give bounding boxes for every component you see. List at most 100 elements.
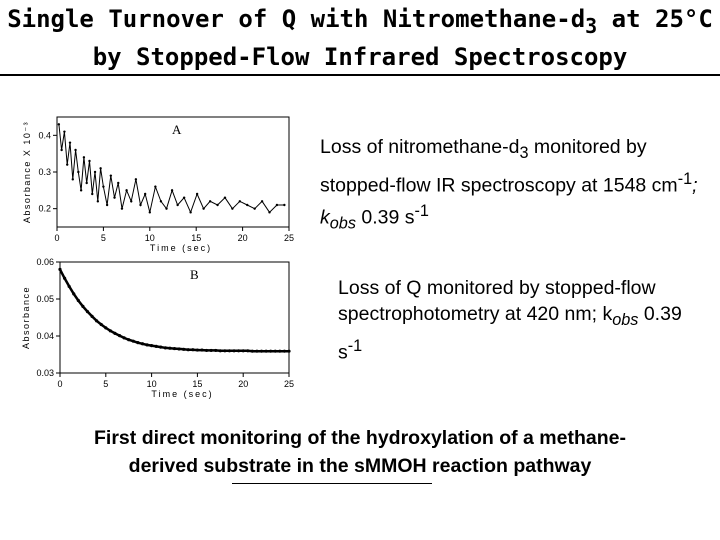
data-point	[176, 203, 179, 207]
data-point	[195, 192, 199, 196]
data-point	[143, 192, 147, 196]
data-point	[74, 148, 77, 152]
data-point	[148, 211, 151, 214]
data-point	[170, 189, 174, 192]
data-point	[227, 349, 232, 353]
summary-statement: First direct monitoring of the hydroxyla…	[0, 424, 720, 480]
data-point	[287, 349, 291, 353]
data-point	[269, 349, 273, 353]
data-point	[77, 170, 80, 174]
data-point	[125, 189, 128, 192]
x-tick-label: 20	[238, 379, 248, 389]
data-point	[60, 148, 63, 152]
data-point	[216, 203, 219, 207]
y-tick-label: 0.4	[38, 130, 51, 140]
data-point	[95, 319, 99, 323]
data-point	[131, 339, 135, 343]
data-point	[214, 348, 218, 353]
x-tick-label: 15	[192, 379, 202, 389]
data-point	[67, 284, 71, 289]
x-tick-label: 0	[57, 379, 62, 389]
data-point	[62, 276, 67, 280]
title-divider	[0, 74, 720, 76]
data-point	[264, 349, 268, 353]
data-point	[76, 298, 80, 303]
data-point	[273, 349, 277, 353]
data-point	[105, 203, 109, 207]
series-line	[58, 124, 285, 214]
data-point	[113, 331, 117, 336]
data-point	[238, 200, 242, 203]
data-point	[81, 304, 85, 308]
chart-a: 0 5 10 15 20 25 0.2 0.3 0.4 Time (sec) Absorbance …	[22, 116, 294, 253]
data-point	[275, 203, 279, 207]
data-point	[255, 349, 259, 353]
panel-label: B	[190, 267, 199, 282]
data-point	[136, 341, 140, 345]
data-point	[140, 342, 145, 346]
title-line-1: Single Turnover of Q with Nitromethane-d…	[7, 5, 713, 38]
plot-frame	[59, 261, 290, 374]
data-point	[223, 349, 227, 353]
x-axis-label: Time (sec)	[150, 243, 212, 253]
title-line-2: by Stopped-Flow Infrared Spectroscopy	[92, 42, 628, 71]
x-tick-label: 25	[284, 379, 294, 389]
data-point	[120, 207, 124, 210]
y-tick-label: 0.04	[36, 331, 54, 341]
data-point	[154, 344, 158, 348]
data-point	[231, 207, 234, 210]
data-point	[134, 178, 138, 181]
summary-underline	[232, 483, 432, 484]
x-axis-label: Time (sec)	[151, 389, 213, 399]
x-tick-label: 10	[147, 379, 157, 389]
x-tick-label: 5	[101, 233, 106, 243]
x-tick-label: 20	[238, 233, 248, 243]
data-point	[218, 349, 222, 353]
data-point	[182, 347, 186, 351]
data-point	[232, 349, 236, 353]
data-point	[109, 174, 113, 177]
data-point	[246, 203, 249, 207]
data-point	[253, 207, 256, 210]
data-point	[117, 181, 120, 185]
summary-line-1: First direct monitoring of the hydroxyla…	[94, 427, 626, 449]
data-point	[282, 349, 287, 353]
data-point	[200, 348, 204, 352]
data-point	[108, 329, 112, 333]
series-line	[58, 268, 289, 353]
data-point	[82, 156, 86, 159]
data-point	[122, 336, 126, 340]
data-point	[172, 346, 177, 351]
y-tick-label: 0.03	[36, 368, 54, 378]
y-tick-label: 0.3	[38, 167, 51, 177]
data-point	[259, 349, 264, 353]
data-point	[191, 348, 195, 352]
data-point	[237, 349, 241, 353]
x-tick-label: 15	[191, 233, 201, 243]
x-tick-label: 10	[145, 233, 155, 243]
data-point	[278, 349, 282, 353]
data-point	[182, 196, 186, 199]
x-tick-label: 5	[103, 379, 108, 389]
data-point	[71, 178, 74, 181]
data-point	[208, 200, 212, 203]
data-point	[99, 167, 102, 170]
data-point	[104, 326, 108, 330]
data-point	[68, 141, 72, 144]
data-point	[72, 292, 76, 296]
data-point	[202, 207, 205, 210]
data-point	[209, 348, 213, 353]
data-point	[66, 163, 69, 166]
caption-b: Loss of Q monitored by stopped-flow spec…	[338, 277, 682, 364]
y-tick-label: 0.05	[36, 294, 54, 304]
data-point	[79, 189, 83, 192]
data-point	[63, 130, 66, 133]
caption-a: Loss of nitromethane-d3 monitored by sto…	[320, 136, 698, 233]
data-point	[283, 203, 286, 207]
slide-title: Single Turnover of Q with Nitromethane-d…	[0, 4, 720, 73]
data-point	[58, 267, 62, 271]
data-point	[130, 200, 133, 203]
data-point	[163, 346, 167, 350]
data-point	[246, 349, 250, 353]
